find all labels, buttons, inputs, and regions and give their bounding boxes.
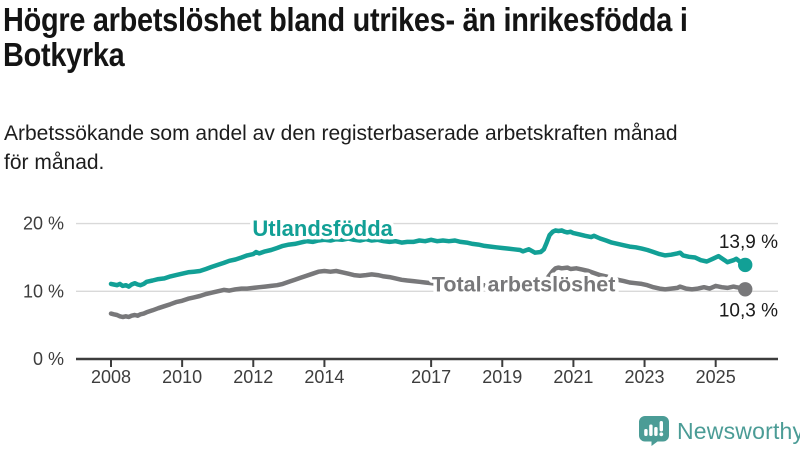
end-dot-utlandsfodda <box>738 257 753 273</box>
newsworthy-wordmark: Newsworthy <box>677 417 800 444</box>
series-label-utlandsfodda: Utlandsfödda <box>252 216 393 241</box>
x-tick-label-2017: 2017 <box>411 367 451 387</box>
end-value-label-utlandsfodda: 13,9 % <box>719 232 778 253</box>
page-title-line-2: Botkyrka <box>3 36 125 73</box>
y-tick-label-0: 0 % <box>33 349 64 369</box>
end-value-label-total-arbetsloshet: 10,3 % <box>719 300 778 321</box>
page-title: Högre arbetslöshet bland utrikes- än inr… <box>3 2 785 72</box>
x-tick-label-2023: 2023 <box>625 367 665 387</box>
chart-subtitle: Arbetssökande som andel av den registerb… <box>4 119 678 177</box>
x-tick-label-2021: 2021 <box>553 367 593 387</box>
newsworthy-logo: Newsworthy <box>639 414 800 448</box>
series-line-utlandsfodda <box>108 228 748 289</box>
chart-subtitle-line-2: för månad. <box>4 151 105 174</box>
chart-subtitle-line-1: Arbetssökande som andel av den registerb… <box>4 122 678 145</box>
newsworthy-chart-bubble-icon <box>639 416 669 446</box>
series-label-total-arbetsloshet: Total arbetslöshet <box>432 272 616 296</box>
x-tick-label-2010: 2010 <box>162 367 202 387</box>
series-line-total-arbetsloshet <box>108 265 748 320</box>
y-tick-label-20: 20 % <box>23 214 64 234</box>
x-tick-label-2025: 2025 <box>696 367 736 387</box>
x-tick-label-2012: 2012 <box>233 367 273 387</box>
x-tick-label-2014: 2014 <box>304 367 344 387</box>
page-title-line-1: Högre arbetslöshet bland utrikes- än inr… <box>3 1 688 38</box>
chart-canvas: 2008 2010 2012 2014 2017 2019 2021 2023 2025 0 % 1… <box>23 212 778 387</box>
y-tick-label-10: 10 % <box>23 281 64 301</box>
x-tick-label-2019: 2019 <box>482 367 522 387</box>
x-tick-label-2008: 2008 <box>91 367 131 387</box>
end-dot-total-arbetsloshet <box>738 282 753 297</box>
